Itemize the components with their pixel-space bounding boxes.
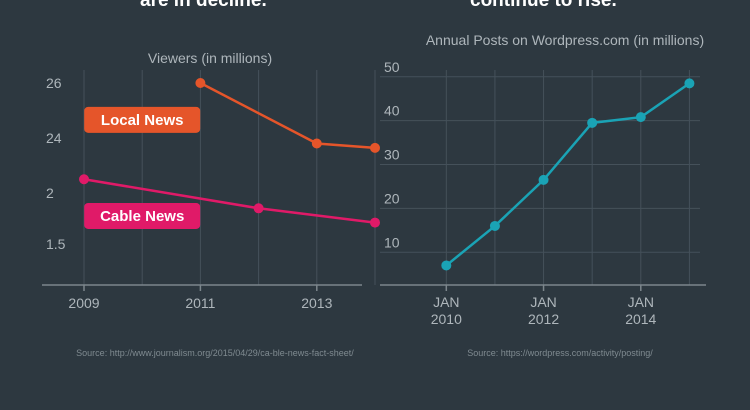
local-news-point <box>311 138 322 149</box>
wordpress-posts-line <box>445 82 691 267</box>
left-header-fragment: are in decline. <box>140 0 267 11</box>
right-y-tick-label: 10 <box>384 234 400 250</box>
wordpress-posts-point <box>538 174 549 185</box>
left-y-tick-label: 1.5 <box>46 236 66 252</box>
left-x-tick-label: 2011 <box>185 295 215 311</box>
wordpress-posts-point <box>684 78 695 89</box>
left-y-tick-label: 26 <box>46 75 62 91</box>
cable-news-label: Cable News <box>100 208 184 225</box>
left-x-tick-label: 2013 <box>301 295 332 311</box>
right-chart-title: Annual Posts on Wordpress.com (in millio… <box>425 32 705 48</box>
left-chart-source: Source: http://www.journalism.org/2015/0… <box>76 348 354 358</box>
cable-news-point <box>253 203 264 214</box>
right-x-tick-label: JAN 2012 <box>528 294 559 327</box>
left-y-tick-label: 24 <box>46 130 62 146</box>
local-news-point <box>370 142 380 153</box>
right-header-fragment: continue to rise. <box>470 0 617 11</box>
right-x-tick-label: JAN 2014 <box>625 294 656 327</box>
right-y-tick-label: 20 <box>384 190 400 206</box>
cable-news-point <box>370 217 380 228</box>
cable-news-label-badge <box>84 202 201 229</box>
wordpress-posts-point <box>635 112 646 123</box>
right-x-tick-label: JAN 2010 <box>431 294 462 327</box>
left-y-tick-label: 2 <box>46 185 54 201</box>
left-x-tick-label: 2009 <box>68 295 99 311</box>
wordpress-posts-point <box>441 260 452 271</box>
right-y-tick-label: 50 <box>384 59 400 75</box>
local-news-label-badge <box>84 106 201 133</box>
right-y-tick-label: 30 <box>384 147 400 163</box>
wordpress-posts-point <box>489 220 500 231</box>
cable-news-point <box>79 174 89 185</box>
right-chart-source: Source: https://wordpress.com/activity/p… <box>467 348 653 358</box>
wordpress-posts-point <box>587 117 598 128</box>
right-y-tick-label: 40 <box>384 103 400 119</box>
local-news-line <box>199 81 376 150</box>
local-news-point <box>195 78 206 88</box>
local-news-label: Local News <box>101 112 184 129</box>
left-chart-title: Viewers (in millions) <box>147 50 273 66</box>
